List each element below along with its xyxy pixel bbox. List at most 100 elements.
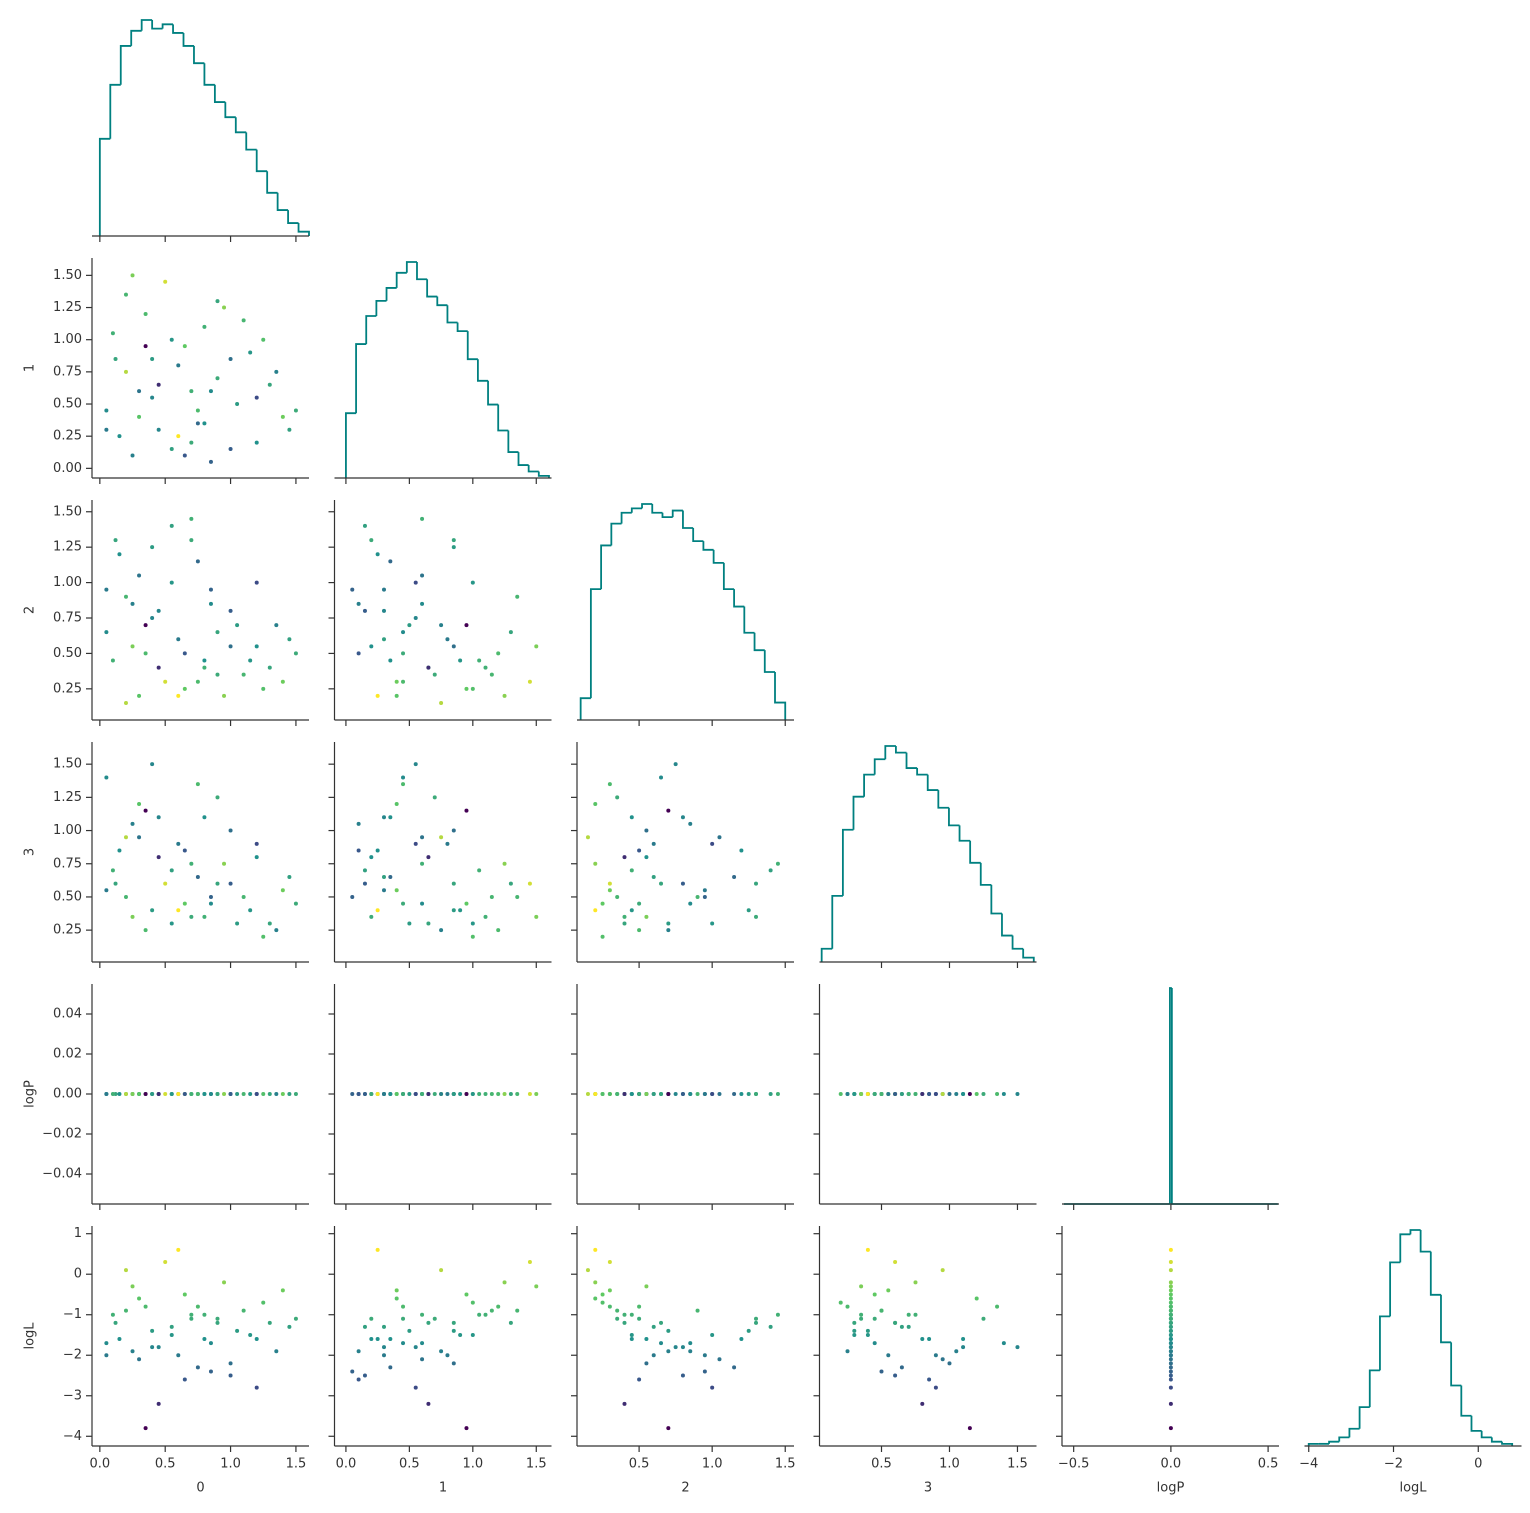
scatter-point (872, 1316, 877, 1321)
scatter-point (489, 1308, 494, 1313)
scatter-point (775, 1092, 780, 1096)
scatter-point (768, 868, 773, 873)
hist-bin (385, 287, 397, 301)
hist-bin (926, 774, 939, 791)
scatter-point (248, 658, 253, 663)
y-tick-label: 0.25 (53, 429, 82, 444)
scatter-point (137, 802, 142, 807)
scatter-point (137, 389, 142, 394)
x-tick-label: 1.0 (220, 1457, 241, 1472)
scatter-point (130, 821, 135, 826)
hist-bin (1307, 1442, 1319, 1446)
scatter-point (235, 1092, 240, 1096)
scatter-point (483, 1092, 488, 1096)
scatter-point (899, 1092, 904, 1096)
scatter-point (739, 1092, 744, 1096)
scatter-point (113, 356, 118, 361)
scatter-point (967, 1092, 972, 1096)
scatter-point (156, 1345, 161, 1350)
scatter-point (123, 1268, 128, 1273)
scatter-point (356, 651, 361, 656)
scatter-point (156, 665, 161, 670)
scatter-point (470, 921, 475, 926)
scatter-point (1168, 1312, 1173, 1317)
scatter-point (746, 1328, 751, 1333)
y-tick-label: 0.04 (53, 1007, 82, 1022)
scatter-point (865, 1328, 870, 1333)
scatter-point (680, 881, 685, 886)
scatter-point (156, 855, 161, 860)
hist-bin (937, 790, 949, 809)
scatter-point (369, 1316, 374, 1321)
scatter-point (1168, 1296, 1173, 1301)
scatter-point (1001, 1092, 1006, 1096)
scatter-point (150, 1345, 155, 1350)
scatter-point (420, 835, 425, 840)
scatter-point (534, 644, 539, 649)
scatter-point (615, 795, 620, 800)
scatter-point (451, 1320, 456, 1325)
scatter-point (350, 587, 355, 592)
scatter-point (666, 1328, 671, 1333)
scatter-point (673, 1092, 678, 1096)
scatter-point (150, 356, 155, 361)
y-tick-label: 0.25 (53, 681, 82, 696)
scatter-point (483, 665, 488, 670)
scatter-point (732, 1092, 737, 1096)
scatter-point (1168, 1316, 1173, 1321)
hist-bin (130, 29, 142, 46)
scatter-point (137, 693, 142, 698)
hist-bin (395, 271, 407, 288)
scatter-point (483, 914, 488, 919)
scatter-point (123, 701, 128, 706)
hist-bin (365, 315, 377, 345)
scatter-point (362, 1324, 367, 1329)
scatter-point (420, 573, 425, 578)
scatter-point (254, 1337, 259, 1342)
scatter-point (222, 693, 227, 698)
scatter-point (927, 1092, 932, 1096)
hist-bin (600, 544, 612, 590)
scatter-point (202, 665, 207, 670)
scatter-point (375, 908, 380, 913)
hist-bin (1001, 913, 1013, 937)
hist-bin (98, 137, 111, 236)
hist-bin (355, 343, 367, 414)
scatter-point (261, 686, 266, 691)
scatter-point (496, 1092, 501, 1096)
scatter-point (629, 1092, 634, 1096)
scatter-point (593, 908, 598, 913)
scatter-point (607, 1092, 612, 1096)
scatter-point (615, 1316, 620, 1321)
scatter-point (394, 802, 399, 807)
scatter-point (143, 311, 148, 316)
scatter-point (710, 1092, 715, 1096)
scatter-point (458, 1332, 463, 1337)
scatter-point (110, 1312, 115, 1317)
scatter-point (202, 914, 207, 919)
scatter-point (426, 921, 431, 926)
scatter-point (1168, 1328, 1173, 1333)
scatter-point (189, 516, 194, 521)
scatter-point (1168, 1300, 1173, 1305)
scatter-point (150, 1328, 155, 1333)
scatter-point (202, 324, 207, 329)
scatter-point (754, 881, 759, 886)
scatter-point (439, 623, 444, 628)
scatter-point (420, 1357, 425, 1362)
scatter-point (169, 1332, 174, 1337)
scatter-point (1015, 1092, 1020, 1096)
hist-bin (958, 825, 971, 842)
hist-bin (692, 528, 704, 542)
hist-bin (722, 562, 735, 590)
scatter-point (637, 1316, 642, 1321)
scatter-point (607, 1304, 612, 1309)
scatter-point (267, 665, 272, 670)
scatter-point (274, 369, 279, 374)
hist-bin (884, 745, 896, 760)
scatter-point (215, 299, 220, 304)
x-tick-label: 0.5 (629, 1457, 650, 1472)
scatter-point (182, 1092, 187, 1096)
scatter-point (182, 344, 187, 349)
scatter-point (143, 651, 148, 656)
